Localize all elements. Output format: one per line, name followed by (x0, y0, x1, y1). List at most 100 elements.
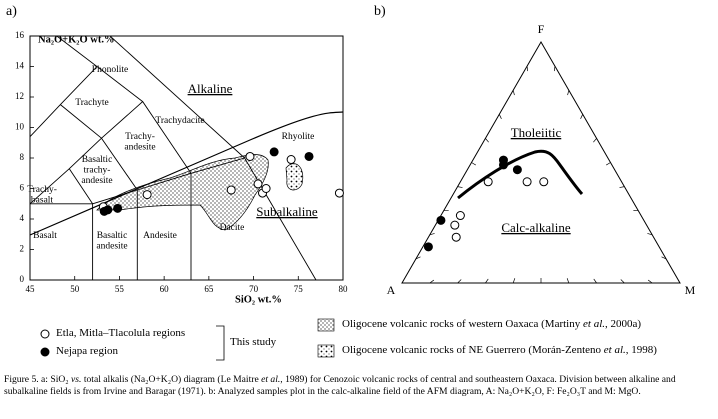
field-label: Trachy-andesite (124, 132, 155, 153)
field-label: Phonolite (92, 65, 128, 75)
data-point (103, 205, 113, 215)
ternary-tick (620, 279, 625, 284)
ternary-tick (566, 278, 570, 284)
y-tick-label: 10 (15, 122, 25, 132)
text-run: vs. (71, 374, 82, 385)
field-label-line: Basaltic (82, 155, 113, 165)
data-point (455, 211, 465, 221)
vertex-label: M (685, 283, 696, 297)
x-tick-label: 55 (115, 284, 125, 294)
x-tick-label: 70 (249, 284, 259, 294)
text-run: et al. (583, 318, 605, 330)
ternary-tick (593, 278, 597, 284)
field-label-line: Trachydacite (155, 116, 204, 126)
field-label-line: andesite (124, 143, 155, 153)
text-run: total alkalis (Na₂O+K₂O) diagram (Le Mai… (81, 374, 262, 385)
legend-entry: Oligocene volcanic rocks of western Oaxa… (342, 318, 641, 330)
text-run: Oligocene volcanic rocks of western Oaxa… (342, 318, 583, 330)
data-point (539, 177, 549, 187)
ternary-tick (457, 186, 463, 188)
field-label-line: basalt (31, 196, 54, 206)
data-point (498, 160, 508, 170)
ternary-tick (429, 233, 435, 236)
data-point (245, 151, 255, 161)
ternary-tick (512, 278, 516, 284)
y-tick-label: 8 (20, 152, 25, 162)
data-point (450, 220, 460, 230)
ternary-tick (485, 278, 489, 284)
panel-label: a) (6, 4, 17, 19)
legend-swatch (317, 318, 335, 332)
field-label: Calc-alkaline (501, 220, 571, 235)
y-axis-label: Na₂O+K₂O wt.% (38, 34, 114, 45)
field-label-line: Dacite (220, 223, 245, 233)
field-label-line: andesite (81, 176, 112, 186)
ternary-tick (512, 90, 515, 96)
data-point (483, 177, 493, 187)
ternary-tick (647, 233, 653, 236)
legend-bracket (216, 325, 225, 361)
field-label: Tholeiitic (511, 125, 562, 140)
field-label-line: Trachy- (125, 132, 155, 142)
data-point (423, 242, 433, 252)
ternary-tick (498, 114, 502, 119)
alkaline-divide (29, 111, 344, 236)
field-labels: PhonoliteTrachyteTrachydaciteTrachy-ande… (27, 65, 314, 252)
legend-marker (40, 329, 50, 339)
field-label-line: Phonolite (92, 65, 128, 75)
field-area (96, 154, 269, 231)
ternary-tick (471, 162, 476, 166)
tholeiitic-divide (457, 149, 584, 200)
text-run: , 2000a) (605, 318, 642, 330)
field-label: Andesite (143, 231, 177, 241)
ternary-tick (526, 66, 528, 72)
x-axis-label: SiO₂ wt.% (235, 294, 282, 305)
field-label-line: trachy- (84, 166, 111, 176)
data-point (304, 151, 314, 161)
data-point (451, 232, 461, 242)
x-tick-label: 80 (339, 284, 349, 294)
field-label-line: Rhyolite (282, 132, 315, 142)
field-label: Trachy-basalt (27, 185, 57, 206)
field-label: Basaltic andesite (96, 231, 127, 252)
field-label-line: Basaltic (97, 231, 128, 241)
field-label-line: andesite (96, 242, 127, 252)
text-run: Oligocene volcanic rocks of NE Guerrero … (342, 344, 604, 356)
data-point (269, 147, 279, 157)
y-tick-label: 4 (20, 213, 25, 223)
ternary-tick (415, 256, 421, 260)
data-point (286, 155, 296, 165)
x-tick-label: 45 (26, 284, 36, 294)
field-label: Trachydacite (155, 116, 204, 126)
field-label-line: Andesite (143, 231, 177, 241)
field-label: Basaltic trachy-andesite (81, 155, 112, 186)
legend-note: This study (230, 336, 277, 348)
tas-boundaries (29, 35, 317, 281)
ternary-tick (661, 256, 667, 260)
region-label: Subalkaline (256, 204, 318, 219)
text-run: , 1998) (625, 344, 657, 356)
ternary-tick (457, 279, 462, 284)
text-run: et al. (261, 374, 281, 385)
ternary-tick (580, 114, 584, 119)
y-tick-label: 0 (20, 274, 25, 284)
legend-entry: Nejapa region (56, 345, 118, 357)
ternary-frame (401, 40, 681, 284)
ternary-tick (554, 66, 556, 72)
ternary-tick (567, 90, 570, 96)
vertex-label: A (387, 283, 396, 297)
field-label-line: Trachy- (27, 185, 57, 195)
vertex-label: F (538, 22, 545, 36)
ternary-tick (619, 186, 625, 188)
figure-panels: a) b) Na₂O+K₂O wt.% SiO₂ wt.% Phonolite T… (6, 4, 696, 361)
legend-entry: Etla, Mitla–Tlacolula regions (56, 327, 186, 339)
data-point (253, 179, 263, 189)
y-tick-label: 6 (20, 183, 25, 193)
x-tick-label: 75 (294, 284, 304, 294)
field-label-line: Basalt (33, 231, 57, 241)
data-point (522, 177, 532, 187)
field-area (285, 163, 304, 191)
text-run: Figure 5. a: SiO₂ (4, 374, 72, 385)
x-tick-label: 50 (70, 284, 80, 294)
